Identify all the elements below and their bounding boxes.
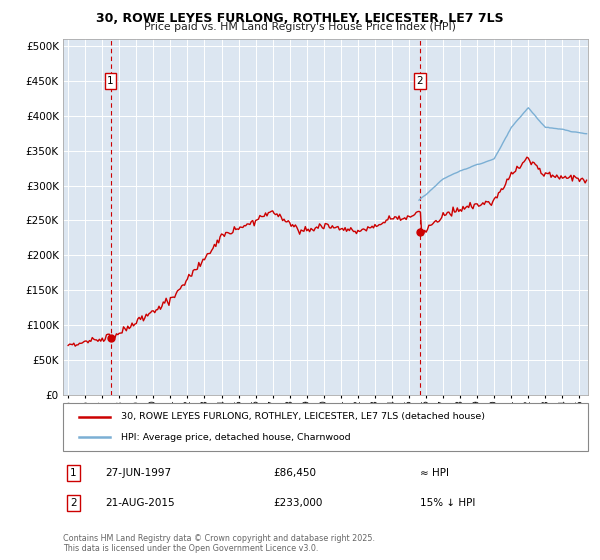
Text: 30, ROWE LEYES FURLONG, ROTHLEY, LEICESTER, LE7 7LS (detached house): 30, ROWE LEYES FURLONG, ROTHLEY, LEICEST… bbox=[121, 412, 485, 421]
Text: 1: 1 bbox=[70, 468, 77, 478]
Text: HPI: Average price, detached house, Charnwood: HPI: Average price, detached house, Char… bbox=[121, 433, 350, 442]
Text: Price paid vs. HM Land Registry's House Price Index (HPI): Price paid vs. HM Land Registry's House … bbox=[144, 22, 456, 32]
Text: 1: 1 bbox=[107, 76, 114, 86]
Text: 15% ↓ HPI: 15% ↓ HPI bbox=[420, 498, 475, 508]
FancyBboxPatch shape bbox=[63, 403, 588, 451]
Text: 30, ROWE LEYES FURLONG, ROTHLEY, LEICESTER, LE7 7LS: 30, ROWE LEYES FURLONG, ROTHLEY, LEICEST… bbox=[96, 12, 504, 25]
Text: 27-JUN-1997: 27-JUN-1997 bbox=[105, 468, 171, 478]
Text: Contains HM Land Registry data © Crown copyright and database right 2025.
This d: Contains HM Land Registry data © Crown c… bbox=[63, 534, 375, 553]
Text: ≈ HPI: ≈ HPI bbox=[420, 468, 449, 478]
Text: 2: 2 bbox=[70, 498, 77, 508]
Text: £233,000: £233,000 bbox=[273, 498, 322, 508]
Text: £86,450: £86,450 bbox=[273, 468, 316, 478]
Text: 2: 2 bbox=[416, 76, 423, 86]
Text: 21-AUG-2015: 21-AUG-2015 bbox=[105, 498, 175, 508]
